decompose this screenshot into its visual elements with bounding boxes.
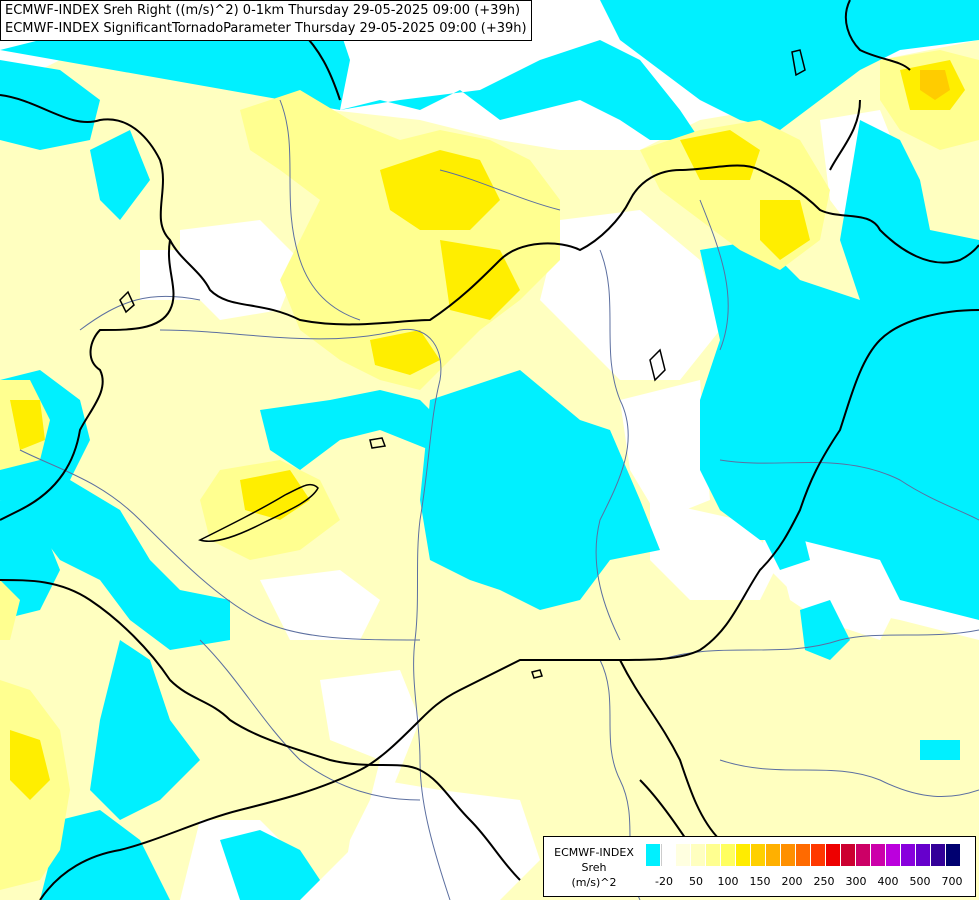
- legend-swatch: [826, 844, 841, 866]
- legend-swatch: [736, 844, 751, 866]
- legend-model-label: ECMWF-INDEX: [554, 846, 634, 859]
- lake-outlines: [119, 49, 806, 679]
- legend-variable-label: Sreh: [581, 861, 607, 874]
- legend-swatch: [706, 844, 721, 866]
- legend-swatch: [661, 844, 676, 866]
- legend-tick-label: 700: [941, 875, 963, 888]
- map-title-box: ECMWF-INDEX Sreh Right ((m/s)^2) 0-1km T…: [0, 0, 532, 41]
- legend-tick-label: 400: [877, 875, 899, 888]
- legend-tick-label: 150: [749, 875, 771, 888]
- sreh-high-field: [10, 60, 965, 800]
- map-title-stp: ECMWF-INDEX SignificantTornadoParameter …: [5, 21, 527, 36]
- legend-swatch: [766, 844, 781, 866]
- legend-swatch: [796, 844, 811, 866]
- legend-swatch: [856, 844, 871, 866]
- legend-swatch: [946, 844, 961, 866]
- legend-swatch: [721, 844, 736, 866]
- legend-swatches: [646, 844, 961, 866]
- legend-unit-label: (m/s)^2: [571, 876, 617, 889]
- legend-tick-label: -20: [655, 875, 673, 888]
- color-legend: ECMWF-INDEX Sreh (m/s)^2 -20 50 100 150 200 2…: [543, 836, 976, 897]
- legend-tick-label: 300: [845, 875, 867, 888]
- legend-swatch: [691, 844, 706, 866]
- legend-tick-label: 200: [781, 875, 803, 888]
- legend-tick-label: 500: [909, 875, 931, 888]
- legend-tick-label: 100: [717, 875, 739, 888]
- legend-tick-label: 250: [813, 875, 835, 888]
- legend-swatch: [841, 844, 856, 866]
- map-title-sreh: ECMWF-INDEX Sreh Right ((m/s)^2) 0-1km T…: [5, 3, 521, 18]
- legend-swatch: [781, 844, 796, 866]
- river-lines: [19, 99, 979, 900]
- legend-tick-label: 50: [689, 875, 703, 888]
- legend-swatch: [931, 844, 946, 866]
- legend-swatch: [751, 844, 766, 866]
- legend-swatch: [811, 844, 826, 866]
- legend-swatch: [871, 844, 886, 866]
- legend-swatch: [916, 844, 931, 866]
- legend-swatch: [646, 844, 661, 866]
- legend-swatch: [886, 844, 901, 866]
- legend-ticks: -20 50 100 150 200 250 300 400 500 700: [642, 875, 972, 889]
- sreh-peak-field: [920, 70, 950, 100]
- legend-swatch: [676, 844, 691, 866]
- legend-swatch: [901, 844, 916, 866]
